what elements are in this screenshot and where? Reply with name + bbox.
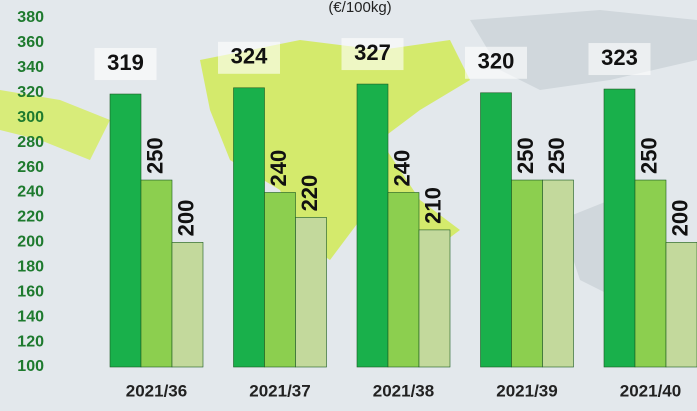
y-tick-label: 320	[17, 84, 44, 101]
bar	[634, 179, 667, 368]
bar	[542, 179, 574, 368]
bar	[511, 179, 543, 368]
value-label: 240	[389, 150, 414, 187]
value-label: 210	[420, 187, 445, 224]
value-label-box	[218, 41, 280, 74]
map-land	[0, 90, 110, 160]
value-label: 250	[544, 137, 569, 174]
x-tick-label: 2021/40	[620, 381, 681, 400]
y-tick-label: 100	[17, 358, 44, 375]
bar	[171, 242, 204, 368]
bar	[418, 229, 451, 368]
subtitle: (€/100kg)	[328, 0, 391, 16]
bar	[295, 217, 327, 368]
y-tick-label: 380	[17, 9, 44, 26]
x-tick-label: 2021/39	[496, 381, 557, 400]
value-label-box	[341, 38, 404, 71]
value-label: 200	[667, 200, 692, 237]
y-tick-label: 260	[17, 159, 44, 176]
y-tick-label: 220	[17, 209, 44, 226]
y-tick-label: 340	[17, 59, 44, 76]
value-label-box	[588, 43, 651, 76]
y-tick-label: 160	[17, 283, 44, 300]
bar	[603, 88, 636, 368]
x-tick-label: 2021/38	[373, 381, 434, 400]
value-label: 320	[478, 49, 515, 74]
y-tick-label: 120	[17, 333, 44, 350]
value-label: 319	[107, 50, 144, 75]
value-label: 240	[266, 150, 291, 187]
y-tick-label: 180	[17, 259, 44, 276]
bar	[109, 93, 142, 368]
y-tick-label: 300	[17, 109, 44, 126]
x-tick-label: 2021/36	[126, 381, 187, 400]
value-label: 324	[231, 44, 268, 69]
value-label: 220	[297, 175, 322, 212]
x-tick-label: 2021/37	[249, 381, 310, 400]
y-tick-label: 140	[17, 308, 44, 325]
value-label-box	[465, 46, 527, 79]
value-label-box	[94, 48, 157, 81]
value-label: 323	[601, 45, 638, 70]
value-label: 250	[636, 137, 661, 174]
bar	[233, 87, 265, 368]
value-label: 200	[173, 200, 198, 237]
value-label: 250	[513, 137, 538, 174]
bar	[387, 192, 420, 368]
bar	[264, 192, 296, 368]
y-tick-label: 200	[17, 234, 44, 251]
y-tick-label: 280	[17, 134, 44, 151]
bar	[480, 92, 512, 368]
value-label: 250	[142, 137, 167, 174]
bar	[356, 83, 389, 368]
value-label: 327	[354, 40, 391, 65]
y-tick-label: 360	[17, 34, 44, 51]
y-tick-label: 240	[17, 184, 44, 201]
bar	[665, 242, 697, 368]
bar	[140, 179, 173, 368]
